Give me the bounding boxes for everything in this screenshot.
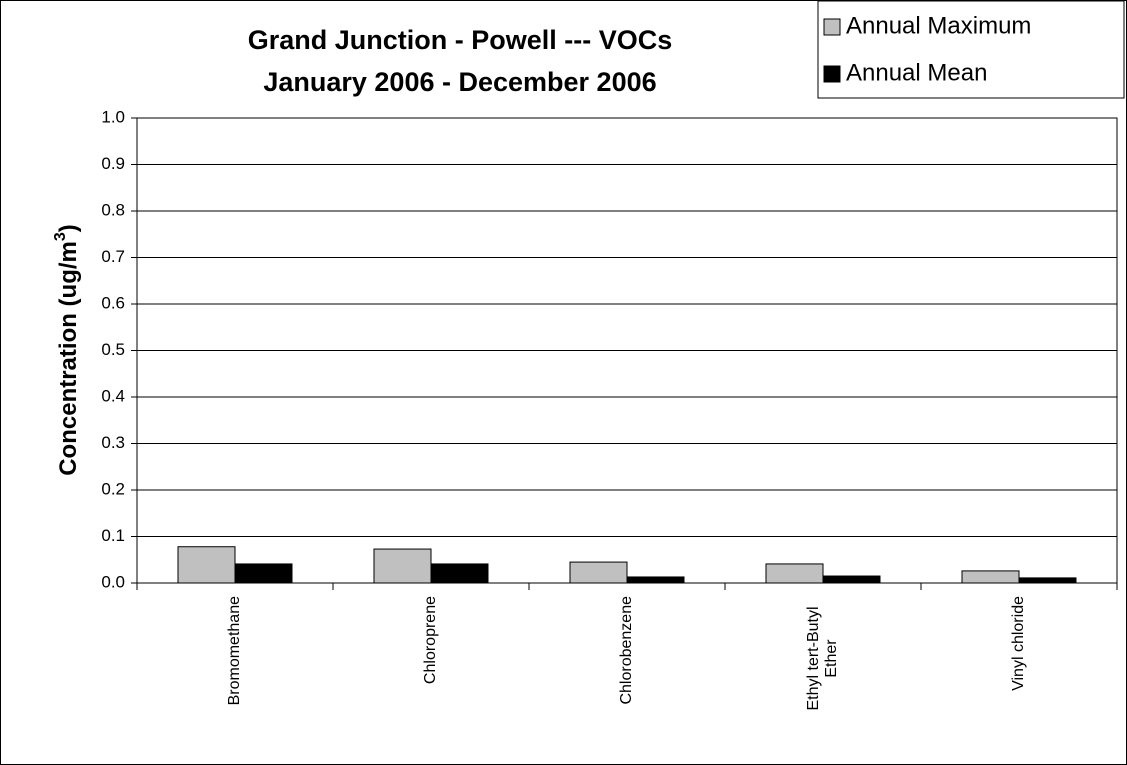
x-tick-label: Vinyl chloride bbox=[999, 596, 1039, 746]
x-tick-label: Chloroprene bbox=[411, 596, 451, 746]
x-tick-label: Ethyl tert-Butyl Ether bbox=[803, 596, 843, 746]
x-tick-label: Bromomethane bbox=[215, 596, 255, 746]
x-tick-label: Chlorobenzene bbox=[607, 596, 647, 746]
y-tick-label: 1.0 bbox=[101, 107, 125, 126]
y-tick-label: 0.3 bbox=[101, 433, 125, 452]
y-tick-label: 0.4 bbox=[101, 386, 125, 405]
chart-title: Grand Junction - Powell --- VOCs bbox=[248, 25, 673, 55]
legend-box bbox=[817, 0, 1125, 99]
bar bbox=[373, 548, 432, 584]
legend-label: Annual Maximum bbox=[846, 12, 1031, 39]
bar bbox=[626, 576, 685, 584]
bar bbox=[822, 575, 881, 584]
y-tick-label: 0.9 bbox=[101, 154, 125, 173]
bar bbox=[569, 561, 628, 584]
bar bbox=[177, 546, 236, 584]
y-tick-label: 0.8 bbox=[101, 200, 125, 219]
bar bbox=[765, 563, 824, 584]
y-axis-label-text: Concentration (ug/m bbox=[55, 241, 82, 476]
x-tick-label-text: Bromomethane bbox=[226, 596, 243, 706]
y-axis-label: Concentration (ug/m3) bbox=[52, 224, 82, 476]
y-tick-label: 0.5 bbox=[101, 340, 125, 359]
y-axis-label-text: ) bbox=[55, 224, 82, 232]
x-tick-label-text: Vinyl chloride bbox=[1010, 596, 1027, 691]
legend-swatch bbox=[823, 65, 841, 83]
y-tick-label: 0.6 bbox=[101, 293, 125, 312]
bar bbox=[430, 563, 489, 584]
y-tick-label: 0.2 bbox=[101, 479, 125, 498]
y-tick-label: 0.0 bbox=[101, 572, 125, 591]
y-axis-label-sup: 3 bbox=[52, 232, 69, 241]
x-tick-label-text: Ethyl tert-Butyl Ether bbox=[805, 606, 840, 711]
y-tick-label: 0.7 bbox=[101, 247, 125, 266]
bar bbox=[1018, 577, 1077, 584]
y-tick-label: 0.1 bbox=[101, 526, 125, 545]
bar bbox=[961, 570, 1020, 584]
x-tick-label-text: Chloroprene bbox=[422, 596, 439, 685]
bar bbox=[234, 563, 293, 584]
legend-swatch bbox=[823, 18, 841, 36]
x-tick-label-text: Chlorobenzene bbox=[618, 596, 635, 705]
chart-title: January 2006 - December 2006 bbox=[263, 67, 656, 97]
legend-label: Annual Mean bbox=[846, 59, 987, 86]
